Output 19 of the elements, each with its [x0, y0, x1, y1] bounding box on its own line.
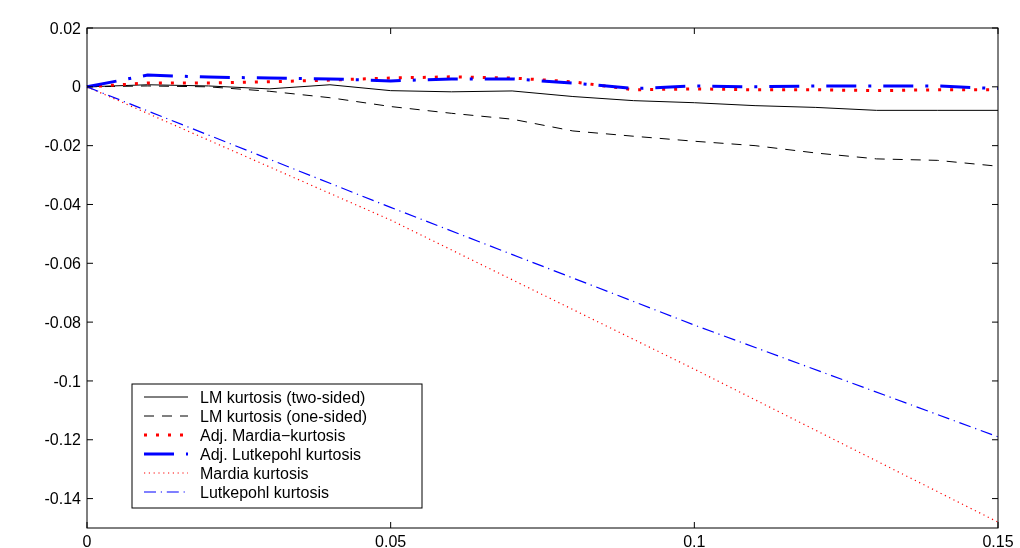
x-tick-label: 0 [82, 533, 92, 548]
legend-label: Adj. Lutkepohl kurtosis [200, 445, 361, 463]
legend-label: Mardia kurtosis [200, 464, 309, 482]
y-tick-label: -0.12 [44, 431, 82, 449]
y-tick-label: -0.1 [53, 372, 82, 390]
y-tick-label: -0.06 [44, 254, 82, 272]
x-tick-label: 0.05 [375, 533, 407, 548]
y-tick-label: -0.08 [44, 313, 82, 331]
y-tick-label: -0.02 [44, 137, 82, 155]
x-tick-label: 0.1 [683, 533, 706, 548]
legend-label: LM kurtosis (one-sided) [200, 407, 368, 425]
legend-label: Lutkepohl kurtosis [200, 483, 329, 501]
y-tick-label: -0.14 [44, 490, 82, 508]
y-tick-label: -0.04 [44, 196, 82, 214]
y-tick-label: 0 [72, 78, 82, 96]
y-tick-label: 0.02 [49, 19, 82, 37]
legend-label: LM kurtosis (two-sided) [200, 388, 366, 406]
legend-label: Adj. Mardia−kurtosis [200, 426, 346, 444]
x-tick-label: 0.15 [982, 533, 1014, 548]
